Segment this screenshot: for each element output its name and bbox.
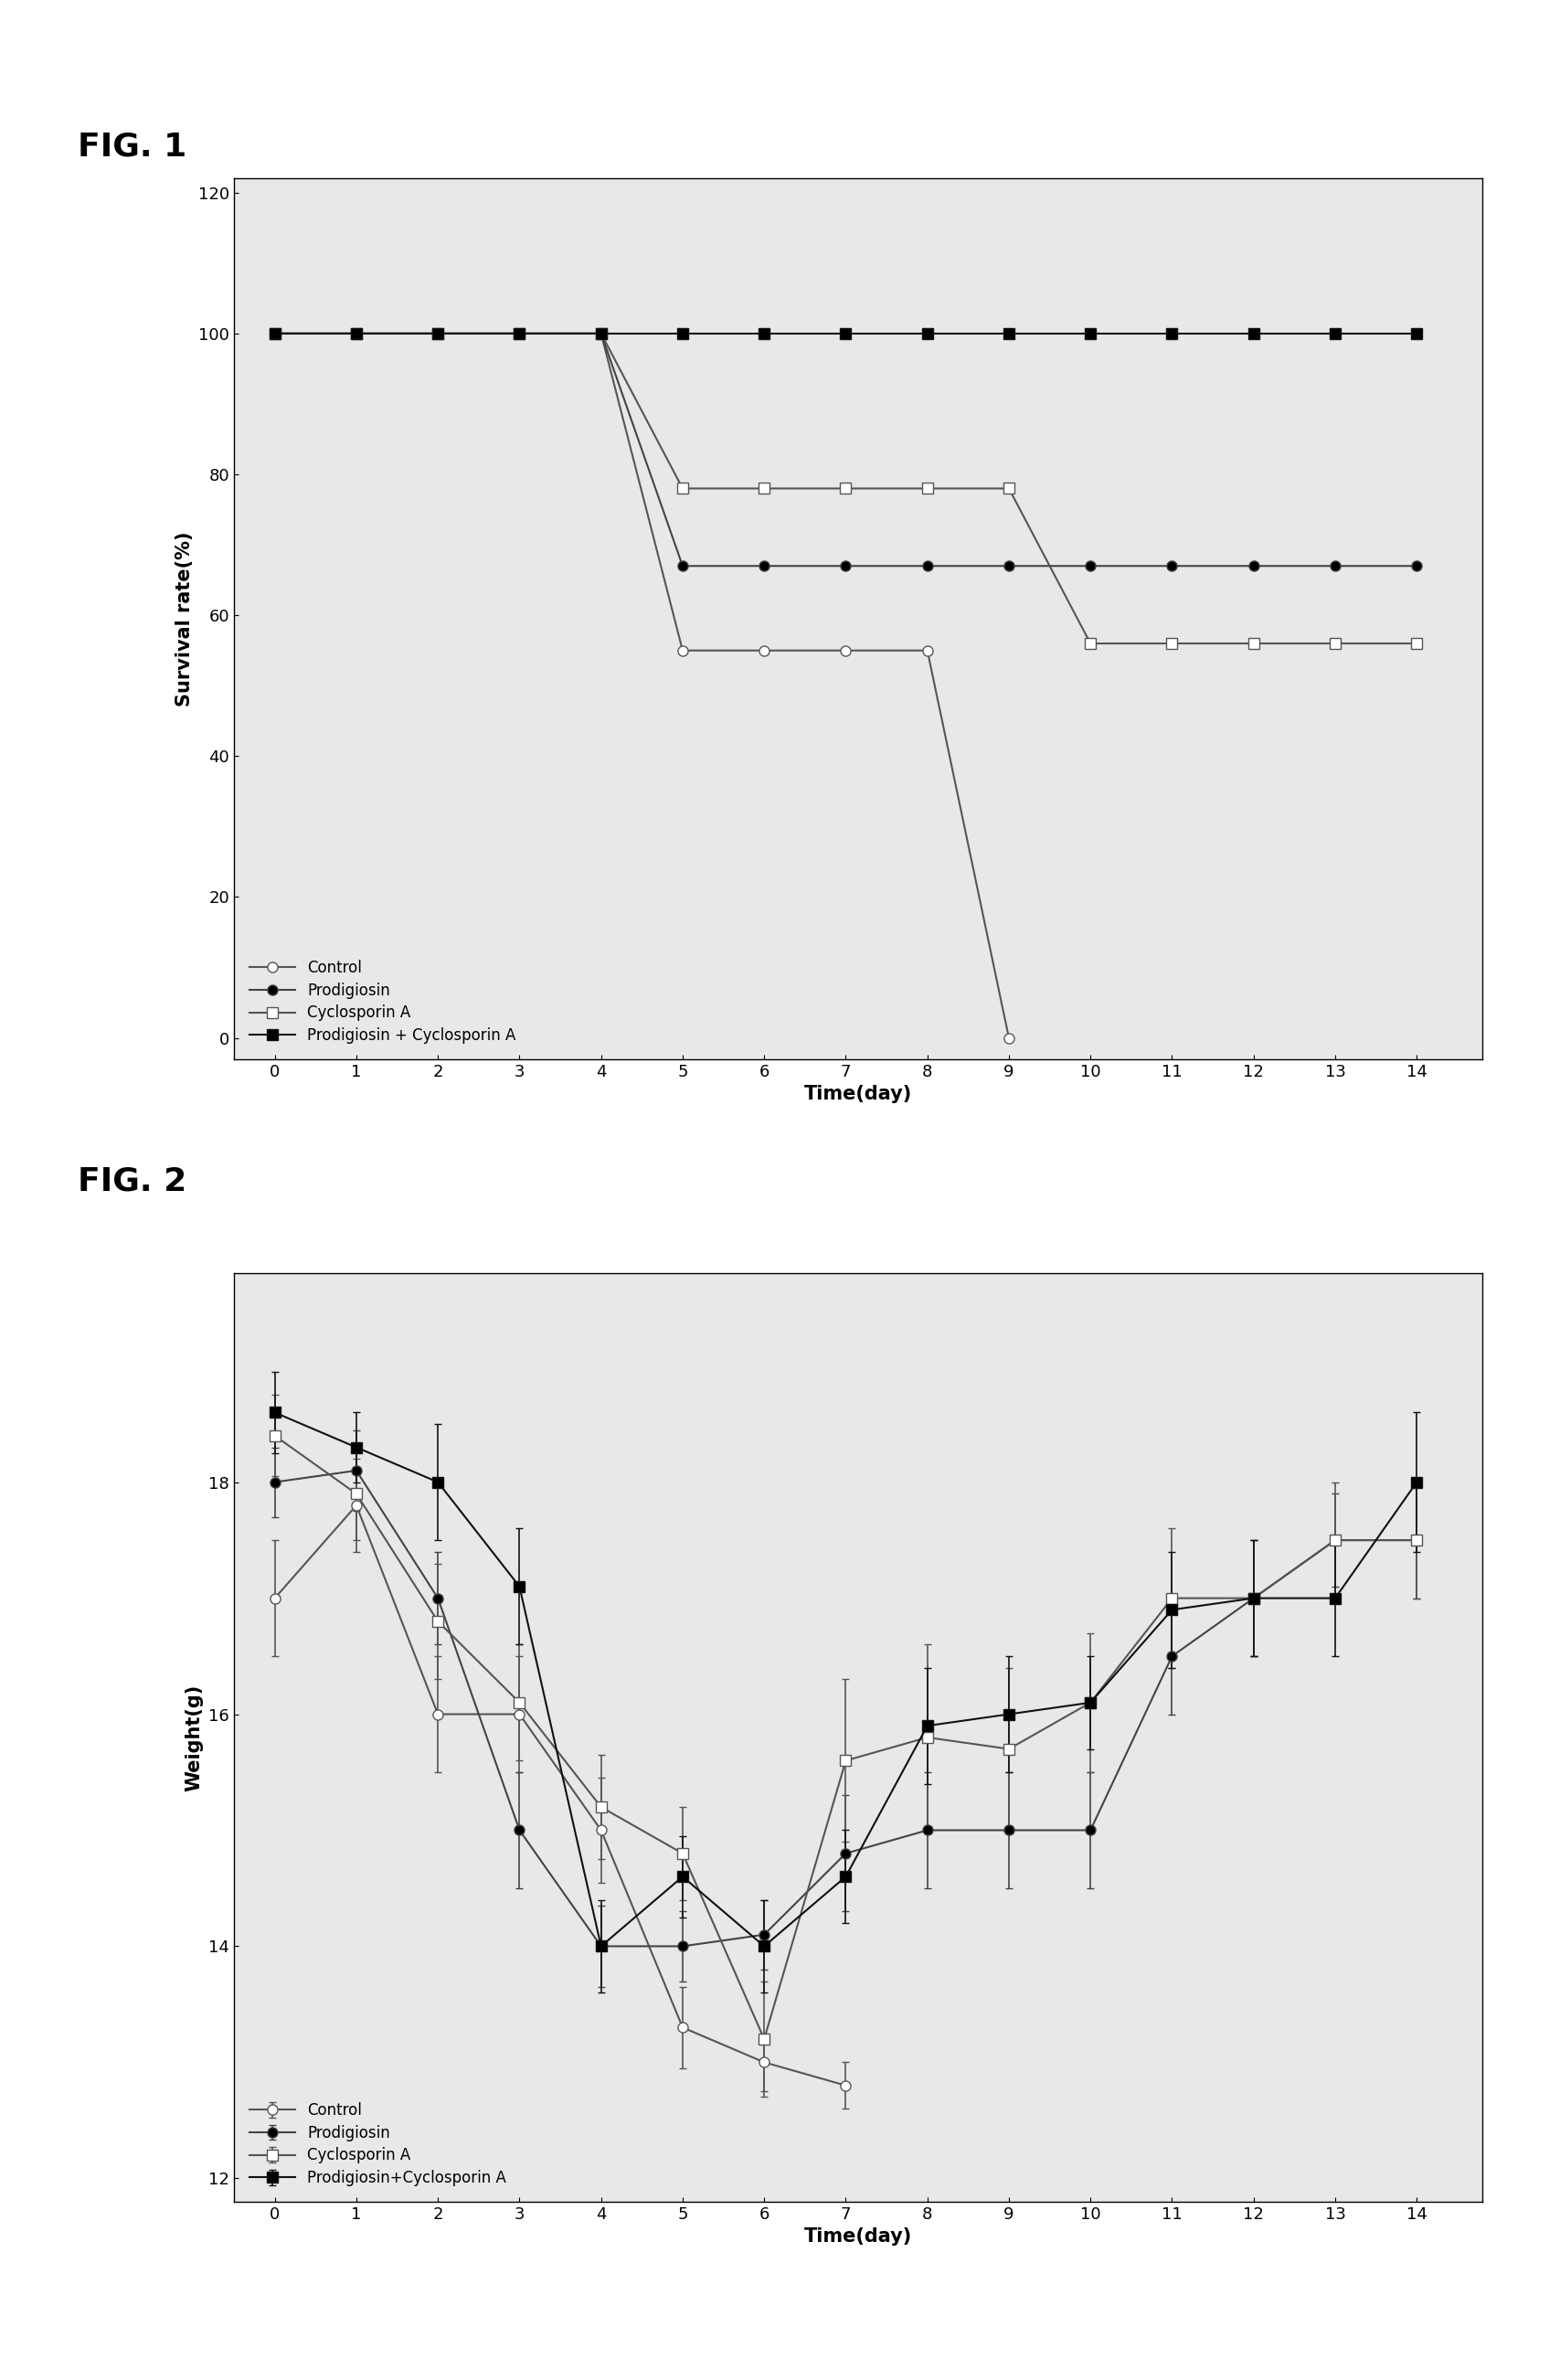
Cyclosporin A xyxy=(510,319,529,347)
Cyclosporin A xyxy=(836,474,855,502)
Prodigiosin + Cyclosporin A xyxy=(1162,319,1181,347)
Prodigiosin xyxy=(1245,552,1264,581)
Prodigiosin xyxy=(1081,552,1100,581)
Prodigiosin xyxy=(1407,552,1426,581)
Cyclosporin A xyxy=(1326,628,1345,657)
Prodigiosin xyxy=(674,552,693,581)
Cyclosporin A xyxy=(1407,628,1426,657)
Control xyxy=(1000,1023,1019,1052)
Control xyxy=(836,635,855,664)
Prodigiosin + Cyclosporin A xyxy=(265,319,284,347)
Y-axis label: Survival rate(%): Survival rate(%) xyxy=(175,531,193,707)
Cyclosporin A xyxy=(1000,474,1019,502)
Prodigiosin + Cyclosporin A xyxy=(429,319,448,347)
Line: Control: Control xyxy=(270,328,1014,1042)
Control xyxy=(265,319,284,347)
Prodigiosin + Cyclosporin A xyxy=(346,319,365,347)
Legend: Control, Prodigiosin, Cyclosporin A, Prodigiosin + Cyclosporin A: Control, Prodigiosin, Cyclosporin A, Pro… xyxy=(242,952,524,1052)
Prodigiosin + Cyclosporin A xyxy=(1407,319,1426,347)
X-axis label: Time(day): Time(day) xyxy=(803,1085,913,1104)
Y-axis label: Weight(g): Weight(g) xyxy=(186,1683,203,1792)
Prodigiosin + Cyclosporin A xyxy=(510,319,529,347)
Text: FIG. 2: FIG. 2 xyxy=(78,1166,187,1197)
Prodigiosin xyxy=(591,319,610,347)
Cyclosporin A xyxy=(917,474,936,502)
Prodigiosin xyxy=(836,552,855,581)
Cyclosporin A xyxy=(591,319,610,347)
Prodigiosin xyxy=(510,319,529,347)
Prodigiosin + Cyclosporin A xyxy=(1000,319,1019,347)
Line: Prodigiosin: Prodigiosin xyxy=(270,328,1421,571)
Prodigiosin + Cyclosporin A xyxy=(755,319,774,347)
Prodigiosin xyxy=(1162,552,1181,581)
Cyclosporin A xyxy=(674,474,693,502)
Control xyxy=(755,635,774,664)
Prodigiosin xyxy=(265,319,284,347)
Cyclosporin A xyxy=(1162,628,1181,657)
Prodigiosin + Cyclosporin A xyxy=(1081,319,1100,347)
Control xyxy=(346,319,365,347)
Prodigiosin xyxy=(1326,552,1345,581)
Prodigiosin xyxy=(346,319,365,347)
Control xyxy=(429,319,448,347)
Prodigiosin + Cyclosporin A xyxy=(1245,319,1264,347)
Cyclosporin A xyxy=(346,319,365,347)
Control xyxy=(917,635,936,664)
Prodigiosin xyxy=(429,319,448,347)
Control xyxy=(674,635,693,664)
X-axis label: Time(day): Time(day) xyxy=(803,2228,913,2247)
Prodigiosin + Cyclosporin A xyxy=(674,319,693,347)
Control xyxy=(510,319,529,347)
Prodigiosin xyxy=(917,552,936,581)
Cyclosporin A xyxy=(1245,628,1264,657)
Cyclosporin A xyxy=(755,474,774,502)
Text: FIG. 1: FIG. 1 xyxy=(78,131,187,162)
Cyclosporin A xyxy=(429,319,448,347)
Prodigiosin + Cyclosporin A xyxy=(917,319,936,347)
Legend: Control, Prodigiosin, Cyclosporin A, Prodigiosin+Cyclosporin A: Control, Prodigiosin, Cyclosporin A, Pro… xyxy=(242,2094,513,2194)
Cyclosporin A xyxy=(265,319,284,347)
Prodigiosin xyxy=(755,552,774,581)
Prodigiosin + Cyclosporin A xyxy=(836,319,855,347)
Prodigiosin + Cyclosporin A xyxy=(591,319,610,347)
Prodigiosin xyxy=(1000,552,1019,581)
Line: Cyclosporin A: Cyclosporin A xyxy=(270,328,1421,647)
Prodigiosin + Cyclosporin A xyxy=(1326,319,1345,347)
Control xyxy=(591,319,610,347)
Cyclosporin A xyxy=(1081,628,1100,657)
Line: Prodigiosin + Cyclosporin A: Prodigiosin + Cyclosporin A xyxy=(270,328,1421,338)
